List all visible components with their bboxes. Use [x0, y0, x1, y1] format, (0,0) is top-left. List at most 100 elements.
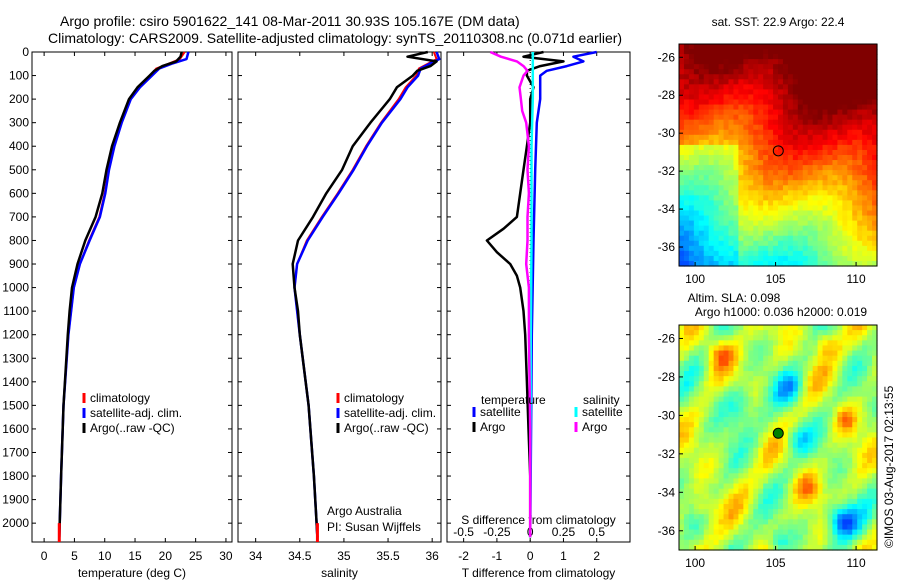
- map-cell: [827, 509, 834, 515]
- map-cell: [693, 240, 700, 247]
- map-cell: [688, 391, 695, 398]
- map-cell: [728, 235, 735, 242]
- map-cell: [733, 345, 739, 352]
- map-cell: [817, 483, 824, 490]
- map-cell: [827, 330, 834, 336]
- map-cell: [728, 89, 735, 96]
- map-cell: [867, 376, 873, 382]
- map-cell: [797, 170, 804, 176]
- map-cell: [693, 64, 700, 70]
- map-cell: [862, 180, 868, 186]
- map-cell: [822, 79, 829, 85]
- map-cell: [872, 134, 878, 141]
- map-cell: [827, 437, 834, 444]
- map-cell: [723, 215, 730, 222]
- map-cell: [683, 235, 690, 242]
- map-cell: [753, 447, 759, 454]
- map-cell: [738, 49, 744, 55]
- map-cell: [837, 205, 843, 212]
- map-cell: [827, 417, 834, 423]
- map-cell: [822, 255, 829, 262]
- map-cell: [748, 54, 754, 60]
- map-cell: [787, 225, 794, 232]
- map-cell: [787, 325, 794, 331]
- map-cell: [802, 44, 809, 50]
- map-cell: [728, 468, 735, 474]
- map-cell: [857, 335, 863, 341]
- map-cell: [792, 457, 799, 464]
- map-cell: [728, 442, 735, 449]
- map-cell: [812, 160, 819, 166]
- map-cell: [842, 129, 848, 136]
- map-cell: [728, 524, 735, 531]
- map-cell: [723, 417, 730, 423]
- map-cell: [748, 235, 754, 242]
- map-cell: [802, 360, 809, 367]
- map-cell: [713, 195, 720, 202]
- map-cell: [832, 99, 838, 106]
- map-cell: [733, 129, 739, 136]
- map-cell: [837, 220, 843, 227]
- map-cell: [787, 386, 794, 393]
- map-cell: [758, 432, 764, 439]
- map-cell: [758, 235, 764, 242]
- map-cell: [773, 250, 779, 257]
- map-cell: [862, 345, 868, 352]
- map-cell: [688, 355, 695, 362]
- map-cell: [832, 49, 838, 55]
- map-cell: [728, 225, 735, 232]
- map-cell: [817, 59, 824, 65]
- map-cell: [743, 160, 749, 166]
- map-cell: [698, 114, 705, 121]
- map-cell: [842, 235, 848, 242]
- map-cell: [723, 386, 730, 393]
- y-tick-label: -34: [658, 202, 676, 216]
- map-cell: [768, 74, 774, 80]
- map-cell: [688, 427, 695, 433]
- map-cell: [827, 44, 834, 50]
- map-cell: [862, 79, 868, 85]
- map-cell: [733, 539, 739, 546]
- map-cell: [827, 401, 834, 408]
- map-cell: [852, 493, 858, 500]
- map-cell: [807, 180, 814, 186]
- map-cell: [728, 170, 735, 176]
- map-cell: [708, 447, 715, 454]
- map-cell: [787, 175, 794, 181]
- map-cell: [782, 534, 789, 541]
- map-cell: [693, 432, 700, 439]
- map-cell: [837, 165, 843, 171]
- map-cell: [758, 114, 764, 121]
- map-cell: [787, 514, 794, 520]
- map-cell: [847, 129, 853, 136]
- map-cell: [852, 365, 858, 372]
- map-cell: [738, 205, 744, 212]
- map-cell: [867, 104, 873, 111]
- map-cell: [713, 371, 720, 377]
- map-cell: [792, 124, 799, 131]
- map-cell: [763, 437, 769, 444]
- map-cell: [807, 94, 814, 101]
- map-cell: [713, 391, 720, 398]
- map-cell: [802, 468, 809, 474]
- map-cell: [708, 240, 715, 247]
- map-cell: [817, 220, 824, 227]
- map-cell: [679, 165, 685, 171]
- map-cell: [679, 99, 685, 106]
- map-cell: [872, 230, 878, 237]
- map-cell: [862, 104, 868, 111]
- map-cell: [708, 260, 715, 267]
- map-cell: [792, 69, 799, 75]
- map-cell: [693, 355, 700, 362]
- map-cell: [778, 190, 784, 196]
- map-cell: [708, 119, 715, 126]
- map-cell: [713, 406, 720, 413]
- map-cell: [827, 432, 834, 439]
- map-cell: [738, 509, 744, 515]
- map-cell: [792, 514, 799, 520]
- y-tick-label: 100: [9, 69, 29, 83]
- map-cell: [713, 519, 720, 526]
- map-cell: [703, 195, 710, 202]
- map-cell: [778, 240, 784, 247]
- map-cell: [807, 245, 814, 252]
